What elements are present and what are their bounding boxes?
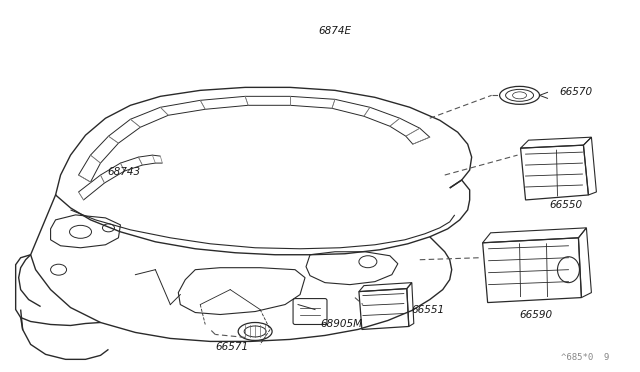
Text: 68743: 68743 <box>108 167 141 177</box>
Text: 66571: 66571 <box>215 342 248 352</box>
Text: 66551: 66551 <box>412 305 445 315</box>
Text: 66590: 66590 <box>520 310 553 320</box>
Text: 66570: 66570 <box>559 87 593 97</box>
Text: 68905M: 68905M <box>320 320 362 330</box>
Text: 6874E: 6874E <box>318 26 351 36</box>
Text: 66550: 66550 <box>550 200 582 210</box>
Text: ^685*0  9: ^685*0 9 <box>561 353 609 362</box>
